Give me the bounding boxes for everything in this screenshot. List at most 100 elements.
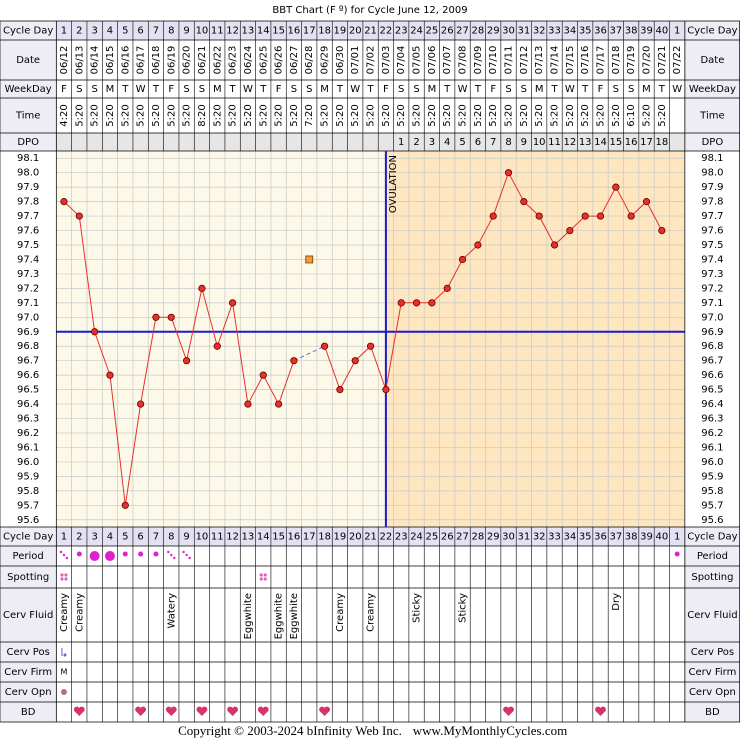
- weekday: M: [428, 84, 437, 95]
- label-cell: [684, 80, 740, 98]
- temperature-point: [382, 386, 390, 394]
- bd-heart: [196, 706, 208, 716]
- date: 07/22: [672, 46, 683, 75]
- dpo: 9: [521, 137, 527, 148]
- weekday: T: [658, 84, 666, 95]
- cerv-fluid: Creamy: [74, 593, 85, 632]
- time: 5:20: [289, 104, 300, 126]
- cycle-day: 29: [487, 532, 500, 543]
- label-cell: [684, 98, 740, 133]
- cycle-day: 19: [334, 532, 347, 543]
- time: 4:20: [59, 104, 70, 126]
- cerv-fluid: Sticky: [412, 593, 423, 623]
- cerv-fluid: Eggwhite: [274, 593, 285, 639]
- label-cell: [684, 546, 740, 566]
- cycle-day: 40: [655, 26, 668, 37]
- row-label: DPO: [702, 137, 724, 148]
- label-cell: [0, 527, 57, 546]
- dpo: 12: [563, 137, 576, 148]
- period-icon: [182, 550, 185, 554]
- y-tick-label: 97.4: [701, 254, 723, 265]
- dpo: 16: [625, 137, 638, 148]
- y-tick-label: 97.7: [701, 211, 723, 222]
- temperature-point: [244, 400, 252, 408]
- row-label: Date: [16, 55, 40, 66]
- y-tick-label: 96.0: [17, 457, 39, 468]
- time: 5:20: [74, 104, 85, 126]
- cycle-day: 33: [548, 532, 561, 543]
- time: 8:20: [197, 104, 208, 126]
- temperature-point: [642, 198, 651, 206]
- label-cell: [684, 40, 740, 80]
- row-label: Time: [699, 111, 724, 122]
- cycle-day: 5: [122, 26, 128, 37]
- time: 5:20: [243, 104, 254, 126]
- y-tick-label: 95.9: [17, 471, 39, 482]
- cycle-day: 3: [91, 26, 97, 37]
- weekday: T: [474, 84, 482, 95]
- footer-url: www.MyMonthlyCycles.com: [413, 723, 567, 738]
- y-tick-label: 96.5: [17, 385, 39, 396]
- cerv-fluid: Eggwhite: [243, 593, 254, 639]
- time: 6:10: [626, 104, 637, 126]
- row-label: BD: [705, 707, 720, 718]
- cycle-day: 6: [137, 532, 143, 543]
- time: 5:20: [320, 104, 331, 126]
- cycle-day: 8: [168, 532, 174, 543]
- weekday: W: [243, 84, 253, 95]
- row-bg: [0, 642, 740, 662]
- spotting-icon: [64, 577, 68, 581]
- time: 5:20: [396, 104, 407, 126]
- period-icon: [153, 551, 159, 557]
- time: 5:20: [105, 104, 116, 126]
- row-bg: [0, 133, 740, 151]
- date: 06/22: [212, 46, 223, 75]
- period-icon: [185, 553, 188, 557]
- row-label: Cycle Day: [687, 26, 737, 37]
- cycle-day: 38: [625, 26, 638, 37]
- y-tick-label: 96.6: [701, 370, 723, 381]
- row-bg: [0, 21, 740, 40]
- cycle-day: 4: [107, 26, 113, 37]
- cycle-day: 37: [609, 532, 622, 543]
- time: 7:20: [304, 104, 315, 126]
- cerv-fluid: Creamy: [335, 593, 346, 632]
- post-ovulation-bg: [385, 151, 685, 527]
- y-tick-label: 96.3: [701, 414, 723, 425]
- date: 07/03: [381, 46, 392, 75]
- y-tick-label: 95.7: [701, 500, 723, 511]
- label-cell: [0, 682, 57, 702]
- y-tick-label: 95.7: [17, 500, 39, 511]
- weekday: S: [505, 84, 511, 95]
- y-tick-label: 97.0: [17, 312, 39, 323]
- dpo: 15: [609, 137, 622, 148]
- bd-heart: [503, 706, 514, 716]
- label-cell: [0, 588, 57, 642]
- cycle-day: 23: [395, 532, 408, 543]
- period-icon: [138, 551, 144, 557]
- y-tick-label: 97.8: [701, 197, 723, 208]
- row-label: Time: [15, 111, 40, 122]
- cycle-day: 37: [609, 26, 622, 37]
- row-label: Cerv Opn: [5, 687, 52, 698]
- row-bg: [0, 98, 740, 133]
- temperature-point: [535, 212, 543, 220]
- dpo: 8: [505, 137, 511, 148]
- weekday: W: [136, 84, 146, 95]
- y-tick-label: 97.7: [17, 211, 39, 222]
- date: 06/29: [320, 46, 331, 75]
- cycle-day: 25: [426, 26, 439, 37]
- weekday: F: [61, 84, 67, 95]
- weekday: F: [383, 84, 389, 95]
- y-tick-label: 95.6: [701, 515, 723, 526]
- row-label: Cycle Day: [687, 532, 737, 543]
- cycle-day: 1: [674, 26, 680, 37]
- row-label: Period: [13, 551, 44, 562]
- label-cell: [0, 546, 57, 566]
- date: 06/30: [335, 46, 346, 75]
- time: 5:20: [228, 104, 239, 126]
- weekday: W: [565, 84, 575, 95]
- time: 5:20: [442, 104, 453, 126]
- y-tick-label: 96.5: [701, 385, 723, 396]
- time: 5:20: [182, 104, 193, 126]
